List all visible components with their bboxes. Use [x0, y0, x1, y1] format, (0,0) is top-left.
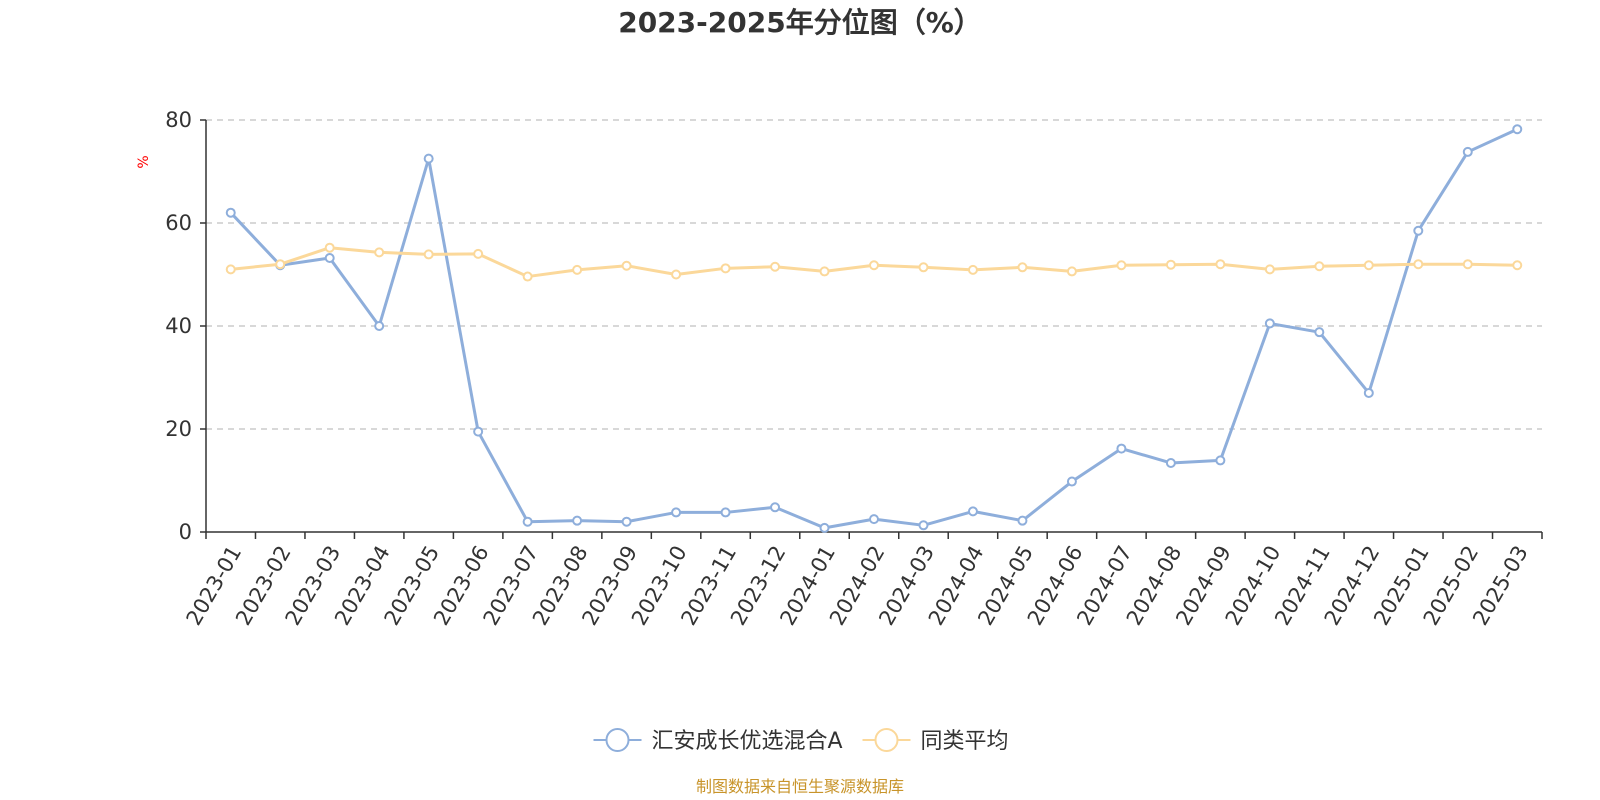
legend-marker: [874, 728, 899, 752]
data-point: [1066, 476, 1077, 487]
data-point: [621, 260, 632, 271]
data-point: [1413, 225, 1424, 236]
x-tick-labels: 2023-012023-022023-032023-042023-052023-…: [182, 542, 1533, 630]
y-tick-label: 80: [165, 108, 192, 132]
data-point: [1215, 455, 1226, 466]
data-point: [1116, 443, 1127, 454]
data-point: [869, 260, 879, 271]
series-line: [229, 127, 1518, 530]
data-point: [967, 264, 978, 275]
legend-label: 汇安成长优选混合A: [652, 729, 843, 754]
data-point: [671, 507, 682, 518]
data-point: [720, 507, 731, 518]
data-point: [671, 269, 682, 280]
series-2: [225, 242, 1523, 282]
data-point: [770, 502, 781, 513]
data-point: [1462, 146, 1473, 157]
data-point: [1165, 259, 1176, 270]
data-point: [522, 516, 533, 527]
data-point: [720, 263, 731, 274]
data-point: [1017, 262, 1028, 273]
legend-item: 同类平均: [862, 728, 1009, 754]
y-axis-label: %: [136, 155, 152, 168]
legend: 汇安成长优选混合A 同类平均: [593, 728, 1009, 754]
y-tick-label: 40: [165, 314, 192, 338]
data-point: [1363, 387, 1374, 398]
data-point: [1314, 261, 1325, 272]
source-footer: 制图数据来自恒生聚源数据库: [696, 777, 904, 796]
data-point: [819, 522, 830, 533]
data-point: [918, 520, 929, 531]
data-point: [225, 207, 236, 218]
data-point: [1215, 259, 1226, 270]
data-point: [1264, 318, 1275, 329]
legend-label: 同类平均: [921, 729, 1009, 754]
data-point: [1512, 260, 1523, 271]
y-tick-label: 20: [165, 417, 192, 441]
data-point: [473, 248, 484, 259]
data-point: [869, 514, 879, 525]
data-point: [1512, 124, 1523, 135]
data-point: [1165, 457, 1176, 468]
legend-item: 汇安成长优选混合A: [593, 728, 843, 754]
legend-marker: [605, 728, 630, 752]
y-tick-label: 60: [165, 211, 192, 235]
series-lines: [225, 124, 1523, 533]
data-point: [572, 515, 583, 526]
data-point: [324, 253, 335, 264]
data-point: [423, 153, 434, 164]
data-point: [324, 242, 335, 253]
y-tick-label: 0: [179, 520, 192, 544]
data-point: [1413, 259, 1424, 270]
grid-lines: [206, 119, 1542, 430]
data-point: [918, 262, 929, 273]
data-point: [225, 264, 236, 275]
data-point: [522, 271, 533, 282]
y-tick-labels: 0 20 40 60 80: [165, 108, 192, 544]
data-point: [819, 266, 830, 277]
data-point: [1314, 327, 1325, 338]
axes: [200, 119, 1543, 539]
data-point: [621, 516, 632, 527]
chart-title: 2023-2025年分位图（%）: [618, 6, 982, 39]
data-point: [1017, 515, 1028, 526]
data-point: [374, 321, 385, 331]
data-point: [473, 426, 484, 437]
data-point: [572, 264, 583, 275]
data-point: [423, 249, 434, 260]
data-point: [1116, 260, 1127, 271]
data-point: [275, 259, 286, 270]
data-point: [770, 261, 781, 272]
data-point: [1462, 259, 1473, 270]
data-point: [1066, 266, 1077, 277]
data-point: [374, 247, 385, 258]
data-point: [967, 506, 978, 517]
data-point: [1363, 260, 1374, 271]
data-point: [1264, 264, 1275, 275]
series-1: [225, 124, 1523, 533]
